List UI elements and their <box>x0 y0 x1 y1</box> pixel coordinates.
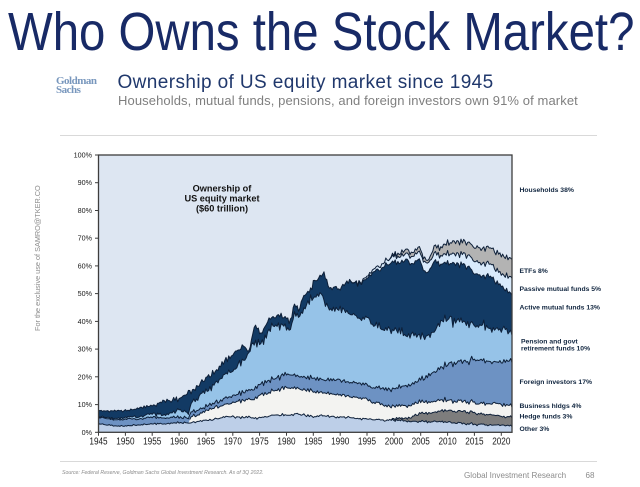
svg-text:2000: 2000 <box>385 437 404 448</box>
svg-text:1995: 1995 <box>358 437 377 448</box>
svg-text:1980: 1980 <box>277 437 296 448</box>
svg-text:100%: 100% <box>74 151 93 160</box>
svg-text:2005: 2005 <box>412 437 431 448</box>
svg-text:ETFs 8%: ETFs 8% <box>520 268 548 275</box>
svg-text:40%: 40% <box>78 317 93 326</box>
svg-text:2015: 2015 <box>465 437 484 448</box>
svg-text:1945: 1945 <box>89 437 108 448</box>
svg-text:20%: 20% <box>78 372 93 381</box>
svg-text:50%: 50% <box>78 289 93 298</box>
svg-text:1960: 1960 <box>170 437 189 448</box>
svg-text:Business hldgs 4%: Business hldgs 4% <box>520 403 582 410</box>
svg-text:Passive mutual funds 5%: Passive mutual funds 5% <box>520 286 602 293</box>
svg-text:Foreign investors 17%: Foreign investors 17% <box>520 379 593 386</box>
svg-text:($60 trillion): ($60 trillion) <box>196 204 248 214</box>
svg-text:Active mutual funds 13%: Active mutual funds 13% <box>520 305 600 312</box>
svg-text:0%: 0% <box>82 428 93 437</box>
svg-text:Pension and govt: Pension and govt <box>521 338 578 345</box>
svg-text:90%: 90% <box>78 178 93 187</box>
svg-text:1970: 1970 <box>224 437 243 448</box>
svg-text:1975: 1975 <box>251 437 270 448</box>
svg-text:1950: 1950 <box>116 437 135 448</box>
svg-text:60%: 60% <box>78 261 93 270</box>
svg-text:1955: 1955 <box>143 437 162 448</box>
svg-text:Ownership of: Ownership of <box>193 183 253 193</box>
svg-text:Households 38%: Households 38% <box>520 187 574 194</box>
svg-text:Other 3%: Other 3% <box>520 426 550 433</box>
svg-text:Hedge funds 3%: Hedge funds 3% <box>520 414 573 421</box>
svg-text:10%: 10% <box>78 400 93 409</box>
svg-text:1965: 1965 <box>197 437 216 448</box>
svg-text:1985: 1985 <box>304 437 323 448</box>
svg-text:2020: 2020 <box>492 437 511 448</box>
svg-text:70%: 70% <box>78 234 93 243</box>
svg-text:1990: 1990 <box>331 437 350 448</box>
svg-text:80%: 80% <box>78 206 93 215</box>
svg-text:US equity market: US equity market <box>184 194 259 204</box>
svg-text:2010: 2010 <box>439 437 458 448</box>
svg-text:retirement funds 10%: retirement funds 10% <box>521 346 590 353</box>
svg-text:30%: 30% <box>78 345 93 354</box>
